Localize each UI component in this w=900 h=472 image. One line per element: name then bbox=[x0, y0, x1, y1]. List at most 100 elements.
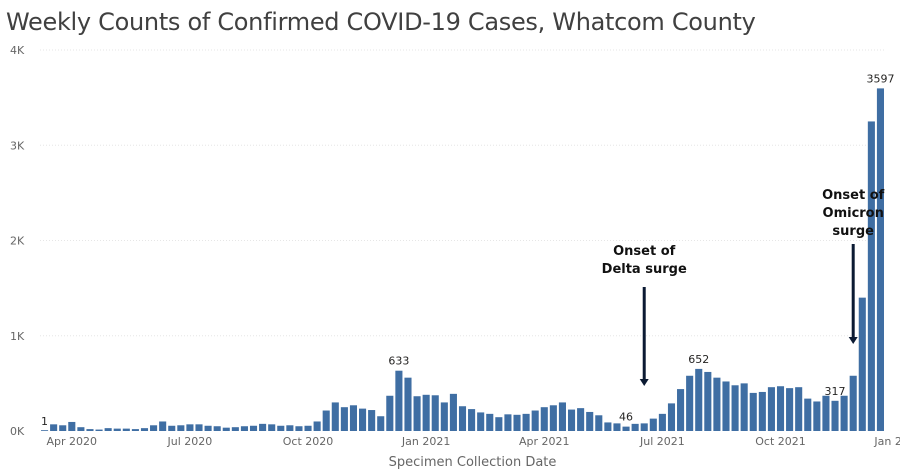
bar bbox=[531, 410, 539, 431]
bar bbox=[695, 368, 703, 431]
bar bbox=[95, 429, 103, 431]
x-tick-label: Jan 2021 bbox=[401, 435, 450, 448]
bar bbox=[449, 393, 457, 431]
bar bbox=[667, 403, 676, 431]
y-tick-label: 0K bbox=[10, 425, 25, 438]
bar bbox=[858, 297, 866, 431]
annotation-text: Delta surge bbox=[602, 262, 687, 277]
bar bbox=[222, 427, 230, 431]
bar bbox=[59, 425, 67, 431]
data-label: 633 bbox=[388, 355, 409, 368]
x-tick-label: Jan 2022 bbox=[873, 435, 900, 448]
bar bbox=[322, 410, 330, 431]
bar bbox=[195, 424, 203, 431]
bar bbox=[586, 411, 594, 431]
bar bbox=[640, 423, 648, 431]
data-label: 46 bbox=[619, 411, 633, 424]
bar bbox=[122, 428, 130, 431]
bar bbox=[213, 426, 221, 431]
bar bbox=[622, 426, 630, 431]
bar bbox=[104, 428, 112, 431]
bar bbox=[767, 387, 775, 431]
bar bbox=[268, 424, 276, 431]
bar bbox=[186, 424, 194, 431]
bar bbox=[140, 428, 149, 431]
bar bbox=[413, 396, 421, 431]
bar bbox=[804, 398, 812, 431]
bar bbox=[740, 383, 748, 431]
bar bbox=[40, 430, 49, 431]
bar bbox=[786, 388, 794, 431]
bar bbox=[486, 413, 494, 431]
bar bbox=[749, 392, 757, 431]
bar bbox=[359, 408, 367, 431]
bar bbox=[277, 425, 285, 431]
bar bbox=[295, 426, 303, 431]
y-tick-label: 1K bbox=[10, 330, 25, 343]
bar bbox=[404, 377, 412, 431]
bar bbox=[368, 410, 376, 431]
bar bbox=[431, 395, 439, 431]
bar bbox=[567, 409, 576, 431]
bar bbox=[504, 414, 512, 431]
x-tick-label: Oct 2020 bbox=[283, 435, 334, 448]
bar bbox=[331, 402, 339, 431]
bar bbox=[77, 427, 85, 431]
bar bbox=[440, 402, 448, 431]
bar bbox=[649, 418, 657, 431]
bar bbox=[549, 405, 557, 431]
bar bbox=[522, 413, 530, 431]
bar bbox=[249, 425, 258, 431]
x-axis-title: Specimen Collection Date bbox=[389, 455, 557, 470]
bar bbox=[477, 412, 485, 431]
bar bbox=[558, 402, 566, 431]
bar bbox=[313, 421, 321, 431]
data-label: 652 bbox=[688, 353, 709, 366]
bar bbox=[722, 381, 730, 431]
bar bbox=[395, 370, 403, 431]
bar bbox=[131, 429, 139, 431]
bar bbox=[658, 413, 666, 431]
data-label: 1 bbox=[41, 415, 48, 428]
x-tick-label: Jul 2020 bbox=[167, 435, 213, 448]
data-label: 317 bbox=[825, 385, 846, 398]
bar bbox=[240, 426, 248, 431]
bar bbox=[840, 395, 848, 431]
bar bbox=[513, 414, 521, 431]
bar bbox=[686, 375, 694, 431]
bar bbox=[86, 429, 94, 431]
bar bbox=[468, 409, 476, 431]
bar bbox=[876, 88, 885, 432]
chart-title: Weekly Counts of Confirmed COVID-19 Case… bbox=[6, 8, 756, 36]
bar bbox=[613, 423, 621, 431]
bar bbox=[677, 389, 685, 431]
bar bbox=[177, 425, 185, 431]
bar bbox=[50, 424, 58, 431]
x-tick-label: Oct 2021 bbox=[755, 435, 806, 448]
y-tick-label: 2K bbox=[10, 235, 25, 248]
bar bbox=[231, 427, 239, 431]
bar bbox=[731, 385, 739, 431]
bar bbox=[159, 421, 167, 431]
y-tick-label: 3K bbox=[10, 139, 25, 152]
bar bbox=[822, 395, 830, 431]
bar bbox=[776, 386, 785, 431]
bar bbox=[758, 391, 766, 431]
x-tick-label: Jul 2021 bbox=[639, 435, 685, 448]
bar bbox=[595, 415, 603, 431]
annotation-arrow-head bbox=[848, 337, 858, 344]
annotation-arrow-head bbox=[639, 379, 649, 386]
bar bbox=[150, 425, 158, 431]
bar bbox=[540, 407, 548, 431]
bar bbox=[304, 425, 312, 431]
bar bbox=[168, 425, 176, 431]
bar bbox=[458, 406, 467, 431]
bar bbox=[340, 407, 348, 431]
bar bbox=[286, 425, 294, 431]
bar bbox=[604, 422, 612, 431]
bar bbox=[377, 416, 385, 431]
bar bbox=[704, 371, 712, 431]
annotation-text: Onset of bbox=[613, 244, 676, 259]
x-tick-label: Apr 2021 bbox=[519, 435, 570, 448]
